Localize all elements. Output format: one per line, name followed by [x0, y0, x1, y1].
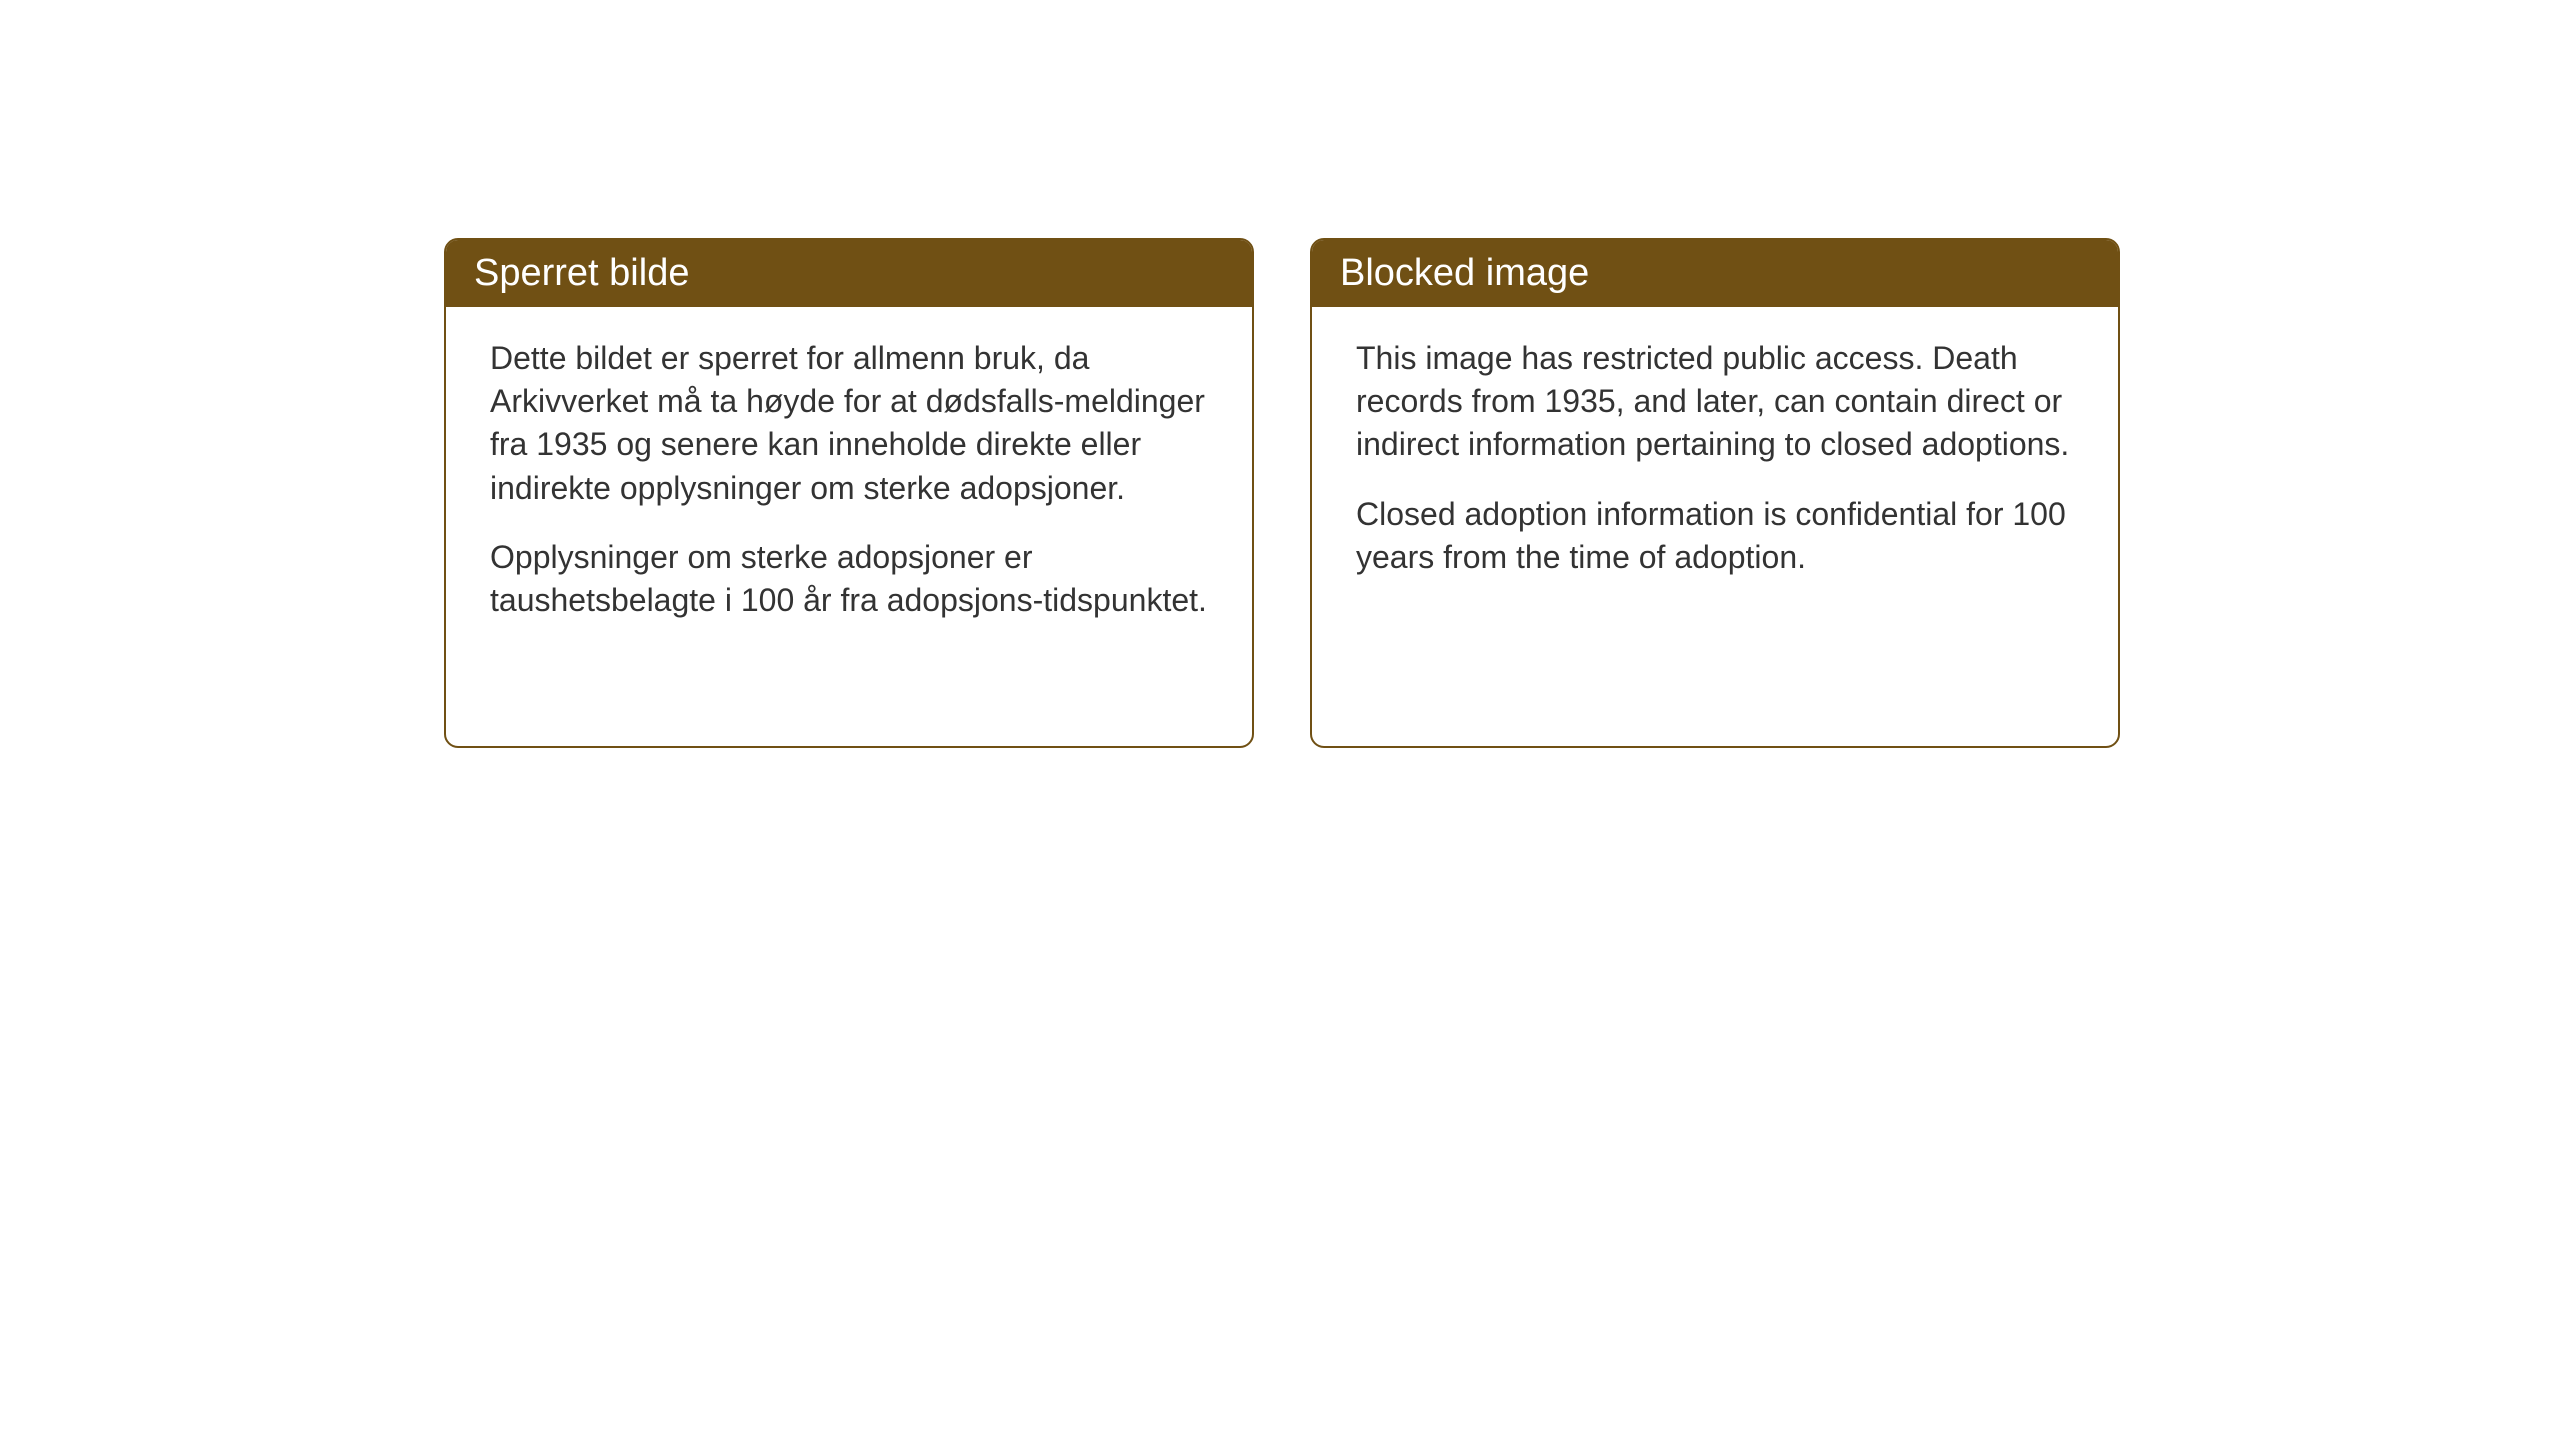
notice-card-english: Blocked image This image has restricted … [1310, 238, 2120, 748]
notice-cards-container: Sperret bilde Dette bildet er sperret fo… [444, 238, 2120, 748]
card-paragraph-2-english: Closed adoption information is confident… [1356, 493, 2074, 579]
card-title-english: Blocked image [1340, 252, 1589, 294]
card-paragraph-2-norwegian: Opplysninger om sterke adopsjoner er tau… [490, 536, 1208, 622]
card-body-english: This image has restricted public access.… [1312, 307, 2118, 619]
card-body-norwegian: Dette bildet er sperret for allmenn bruk… [446, 307, 1252, 662]
notice-card-norwegian: Sperret bilde Dette bildet er sperret fo… [444, 238, 1254, 748]
card-paragraph-1-english: This image has restricted public access.… [1356, 337, 2074, 467]
card-header-english: Blocked image [1312, 240, 2118, 307]
card-header-norwegian: Sperret bilde [446, 240, 1252, 307]
card-paragraph-1-norwegian: Dette bildet er sperret for allmenn bruk… [490, 337, 1208, 510]
card-title-norwegian: Sperret bilde [474, 252, 689, 294]
